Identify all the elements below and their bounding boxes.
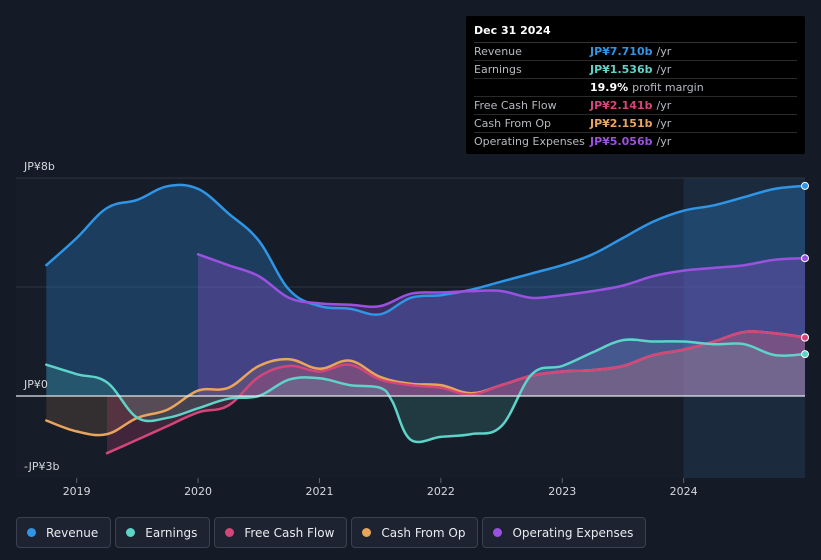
earnings-end-marker xyxy=(801,350,809,359)
chart-lines xyxy=(16,183,807,455)
chart-gridlines xyxy=(16,177,805,478)
x-tick-label: 2020 xyxy=(184,485,212,498)
tooltip-row-unit: /yr xyxy=(656,117,672,130)
tooltip-row-label: Operating Expenses xyxy=(474,135,585,148)
tooltip-row-value: JP¥7.710b xyxy=(590,45,653,58)
data-tooltip: Dec 31 2024 Revenue JP¥7.710b/yr Earnings J… xyxy=(466,16,805,154)
y-tick-label: -JP¥3b xyxy=(24,460,59,473)
legend-dot-icon xyxy=(27,528,36,537)
y-tick-label: JP¥8b xyxy=(23,160,55,173)
cash-from-op-area xyxy=(46,331,806,436)
legend-dot-icon xyxy=(225,528,235,537)
operating-expenses-end-marker xyxy=(801,254,809,263)
highlight-region xyxy=(683,178,805,478)
legend-dot-icon xyxy=(362,528,372,537)
tooltip-rows: Revenue JP¥7.710b/yr Earnings JP¥1.536b/yr 1… xyxy=(474,43,797,150)
x-tick-label: 2019 xyxy=(63,485,91,498)
earnings-line xyxy=(45,338,807,444)
tooltip-row: Revenue JP¥7.710b/yr xyxy=(474,43,797,61)
tooltip-row-unit: /yr xyxy=(656,63,672,76)
free-cash-flow-end-marker xyxy=(801,333,809,342)
tooltip-row-label xyxy=(474,79,590,96)
legend-label: Earnings xyxy=(145,525,198,540)
chart-axis-ticks: JP¥8b JP¥0 -JP¥3b 2019 2020 2021 2022 2023 2024 xyxy=(23,160,698,498)
legend-label: Operating Expenses xyxy=(512,525,634,540)
free-cash-flow-line xyxy=(105,330,807,455)
operating-expenses-line xyxy=(196,253,807,309)
tooltip-row-value: JP¥1.536b xyxy=(590,63,653,76)
tooltip-row-label: Free Cash Flow xyxy=(474,99,557,112)
revenue-end-marker xyxy=(801,181,809,190)
chart-end-markers xyxy=(801,181,809,359)
tooltip-row: Free Cash Flow JP¥2.141b/yr xyxy=(474,97,797,115)
x-tick-label: 2023 xyxy=(548,485,576,498)
tooltip-row-unit: /yr xyxy=(656,45,672,58)
legend-label: Free Cash Flow xyxy=(244,525,335,540)
legend-dot-icon xyxy=(493,528,503,537)
legend-item-cash-from-op[interactable]: Cash From Op xyxy=(351,517,479,548)
legend-item-revenue[interactable]: Revenue xyxy=(16,517,112,548)
legend-dot-icon xyxy=(126,528,136,537)
tooltip-row-value: 19.9% xyxy=(590,81,629,94)
tooltip-date: Dec 31 2024 xyxy=(474,24,797,43)
tooltip-row: Cash From Op JP¥2.151b/yr xyxy=(474,115,797,133)
revenue-line xyxy=(45,183,807,316)
tooltip-row: 19.9% profit margin xyxy=(474,79,797,97)
legend-item-free-cash-flow[interactable]: Free Cash Flow xyxy=(214,517,348,548)
tooltip-row-value: JP¥5.056b xyxy=(590,135,653,148)
tooltip-row-value: JP¥2.141b xyxy=(590,99,653,112)
tooltip-row-unit: /yr xyxy=(656,99,672,112)
chart-legend: Revenue Earnings Free Cash Flow Cash From O… xyxy=(16,517,650,548)
tooltip-row-unit: profit margin xyxy=(632,81,704,94)
y-tick-label: JP¥0 xyxy=(23,378,48,391)
tooltip-row: Operating Expenses JP¥5.056b/yr xyxy=(474,133,797,150)
legend-item-operating-expenses[interactable]: Operating Expenses xyxy=(482,517,647,548)
x-tick-label: 2024 xyxy=(670,485,698,498)
legend-label: Cash From Op xyxy=(381,525,466,540)
legend-item-earnings[interactable]: Earnings xyxy=(115,517,211,548)
x-tick-label: 2021 xyxy=(305,485,333,498)
x-tick-label: 2022 xyxy=(427,485,455,498)
tooltip-row-label: Cash From Op xyxy=(474,117,552,130)
tooltip-row-label: Earnings xyxy=(474,63,522,76)
tooltip-row-value: JP¥2.151b xyxy=(590,117,653,130)
earnings-area xyxy=(46,339,806,443)
tooltip-row-unit: /yr xyxy=(656,135,672,148)
tooltip-row: Earnings JP¥1.536b/yr xyxy=(474,61,797,79)
plot-background xyxy=(16,178,805,478)
tooltip-row-label: Revenue xyxy=(474,45,522,58)
legend-label: Revenue xyxy=(46,525,99,540)
